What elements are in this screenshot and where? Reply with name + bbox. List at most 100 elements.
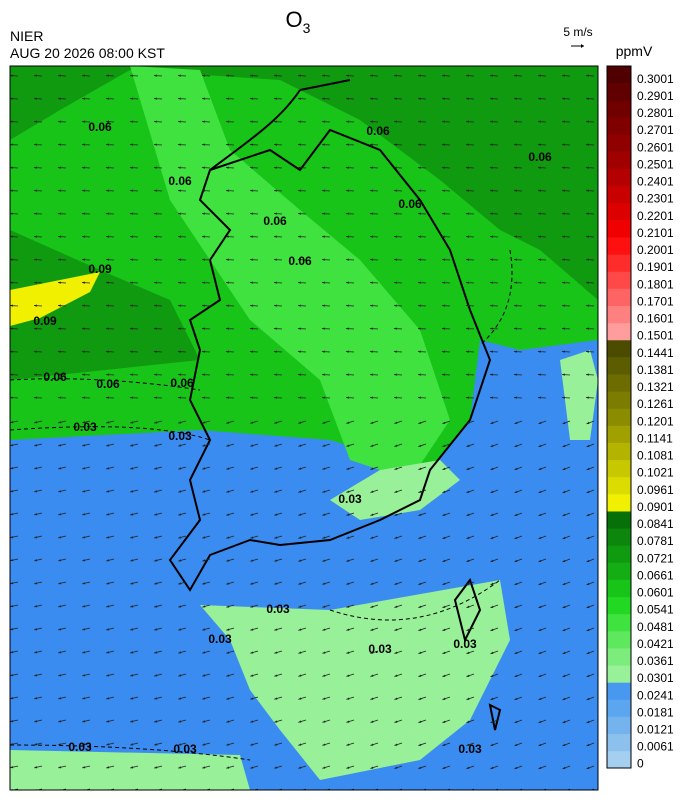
wind-vector-head [10, 743, 14, 746]
wind-vector-head [490, 628, 494, 631]
wind-vector-head [226, 766, 230, 769]
wind-vector-head [34, 444, 38, 447]
wind-vector [229, 788, 235, 790]
wind-vector-head [394, 490, 398, 493]
wind-vector-head [250, 697, 254, 700]
wind-vector [590, 788, 595, 790]
wind-vector-head [250, 605, 254, 608]
wind-vector-head [106, 327, 109, 330]
wind-vector-head [106, 97, 109, 100]
wind-vector-head [154, 120, 157, 123]
wind-vector-head [274, 467, 278, 470]
wind-vector-head [442, 513, 446, 516]
wind-vector-head [274, 396, 277, 399]
colorbar-label: 0.2501 [637, 157, 674, 171]
wind-vector-head [442, 189, 445, 192]
wind-vector-head [466, 97, 469, 100]
wind-vector-head [418, 490, 422, 493]
wind-vector-head [394, 720, 398, 723]
wind-vector-head [178, 235, 181, 238]
wind-vector-head [418, 97, 421, 100]
wind-vector-head [82, 166, 85, 169]
wind-vector-head [106, 235, 109, 238]
colorbar-label: 0.1901 [637, 260, 674, 274]
wind-vector-head [394, 327, 397, 330]
colorbar-label: 0.1701 [637, 294, 674, 308]
wind-vector-head [442, 212, 445, 215]
wind-vector-head [562, 651, 566, 654]
wind-vector-head [82, 490, 86, 493]
wind-vector-head [226, 327, 229, 330]
wind-vector-head [250, 235, 253, 238]
wind-vector-head [298, 258, 301, 261]
wind-vector-head [34, 143, 37, 146]
wind-vector-head [106, 166, 109, 169]
wind-vector-head [538, 97, 541, 100]
wind-vector-head [514, 536, 518, 539]
wind-vector-head [322, 235, 325, 238]
wind-vector-head [10, 536, 14, 539]
wind-vector-head [58, 743, 62, 746]
wind-vector-head [274, 674, 278, 677]
wind-vector-head [370, 582, 374, 585]
wind-vector-head [418, 720, 422, 723]
wind-vector-head [394, 74, 397, 77]
wind-vector-head [562, 628, 566, 631]
wind-vector-head [130, 189, 133, 192]
colorbar-label: 0.0841 [637, 517, 674, 531]
wind-vector-head [10, 258, 13, 261]
wind-vector-head [34, 304, 37, 307]
wind-vector-head [178, 166, 181, 169]
wind-vector-head [538, 212, 541, 215]
wind-vector-head [226, 421, 230, 424]
wind-vector-head [322, 97, 325, 100]
wind-vector-head [394, 536, 398, 539]
wind-vector-head [586, 120, 589, 123]
wind-vector [469, 788, 475, 790]
wind-vector-head [34, 674, 38, 677]
wind-vector-head [538, 628, 542, 631]
wind-vector-head [562, 582, 566, 585]
wind-vector-head [178, 743, 182, 746]
wind-vector-head [130, 97, 133, 100]
wind-vector-head [226, 651, 230, 654]
wind-vector-head [298, 444, 302, 447]
wind-vector-head [34, 74, 37, 77]
wind-vector-head [466, 74, 469, 77]
wind-vector-head [58, 327, 61, 330]
wind-vector-head [274, 559, 278, 562]
wind-vector-head [370, 327, 373, 330]
wind-vector-head [586, 189, 589, 192]
wind-vector-head [370, 766, 374, 769]
wind-vector-head [154, 74, 157, 77]
wind-vector-head [298, 766, 302, 769]
wind-vector-head [274, 166, 277, 169]
wind-vector-head [562, 536, 566, 539]
wind-vector-head [154, 97, 157, 100]
wind-vector-head [274, 490, 278, 493]
wind-vector-head [586, 582, 590, 585]
wind-vector-head [202, 373, 205, 376]
wind-vector-head [322, 444, 326, 447]
wind-vector-head [58, 674, 62, 677]
wind-vector-head [514, 513, 518, 516]
wind-vector-head [538, 235, 541, 238]
colorbar-segment [607, 374, 631, 392]
wind-vector-head [10, 467, 14, 470]
colorbar-segment [607, 562, 631, 580]
wind-vector-head [58, 74, 61, 77]
wind-vector-head [394, 467, 398, 470]
wind-vector-head [586, 743, 590, 746]
wind-vector-head [10, 97, 13, 100]
wind-vector-head [394, 120, 397, 123]
wind-vector-head [514, 421, 518, 424]
wind-vector-head [394, 651, 398, 654]
wind-vector-head [106, 120, 109, 123]
wind-vector-head [274, 421, 278, 424]
wind-vector-head [154, 304, 157, 307]
wind-vector-head [154, 628, 158, 631]
wind-vector-head [178, 628, 182, 631]
colorbar-label: 0.1081 [637, 449, 674, 463]
wind-vector-head [130, 143, 133, 146]
wind-vector-head [82, 697, 86, 700]
